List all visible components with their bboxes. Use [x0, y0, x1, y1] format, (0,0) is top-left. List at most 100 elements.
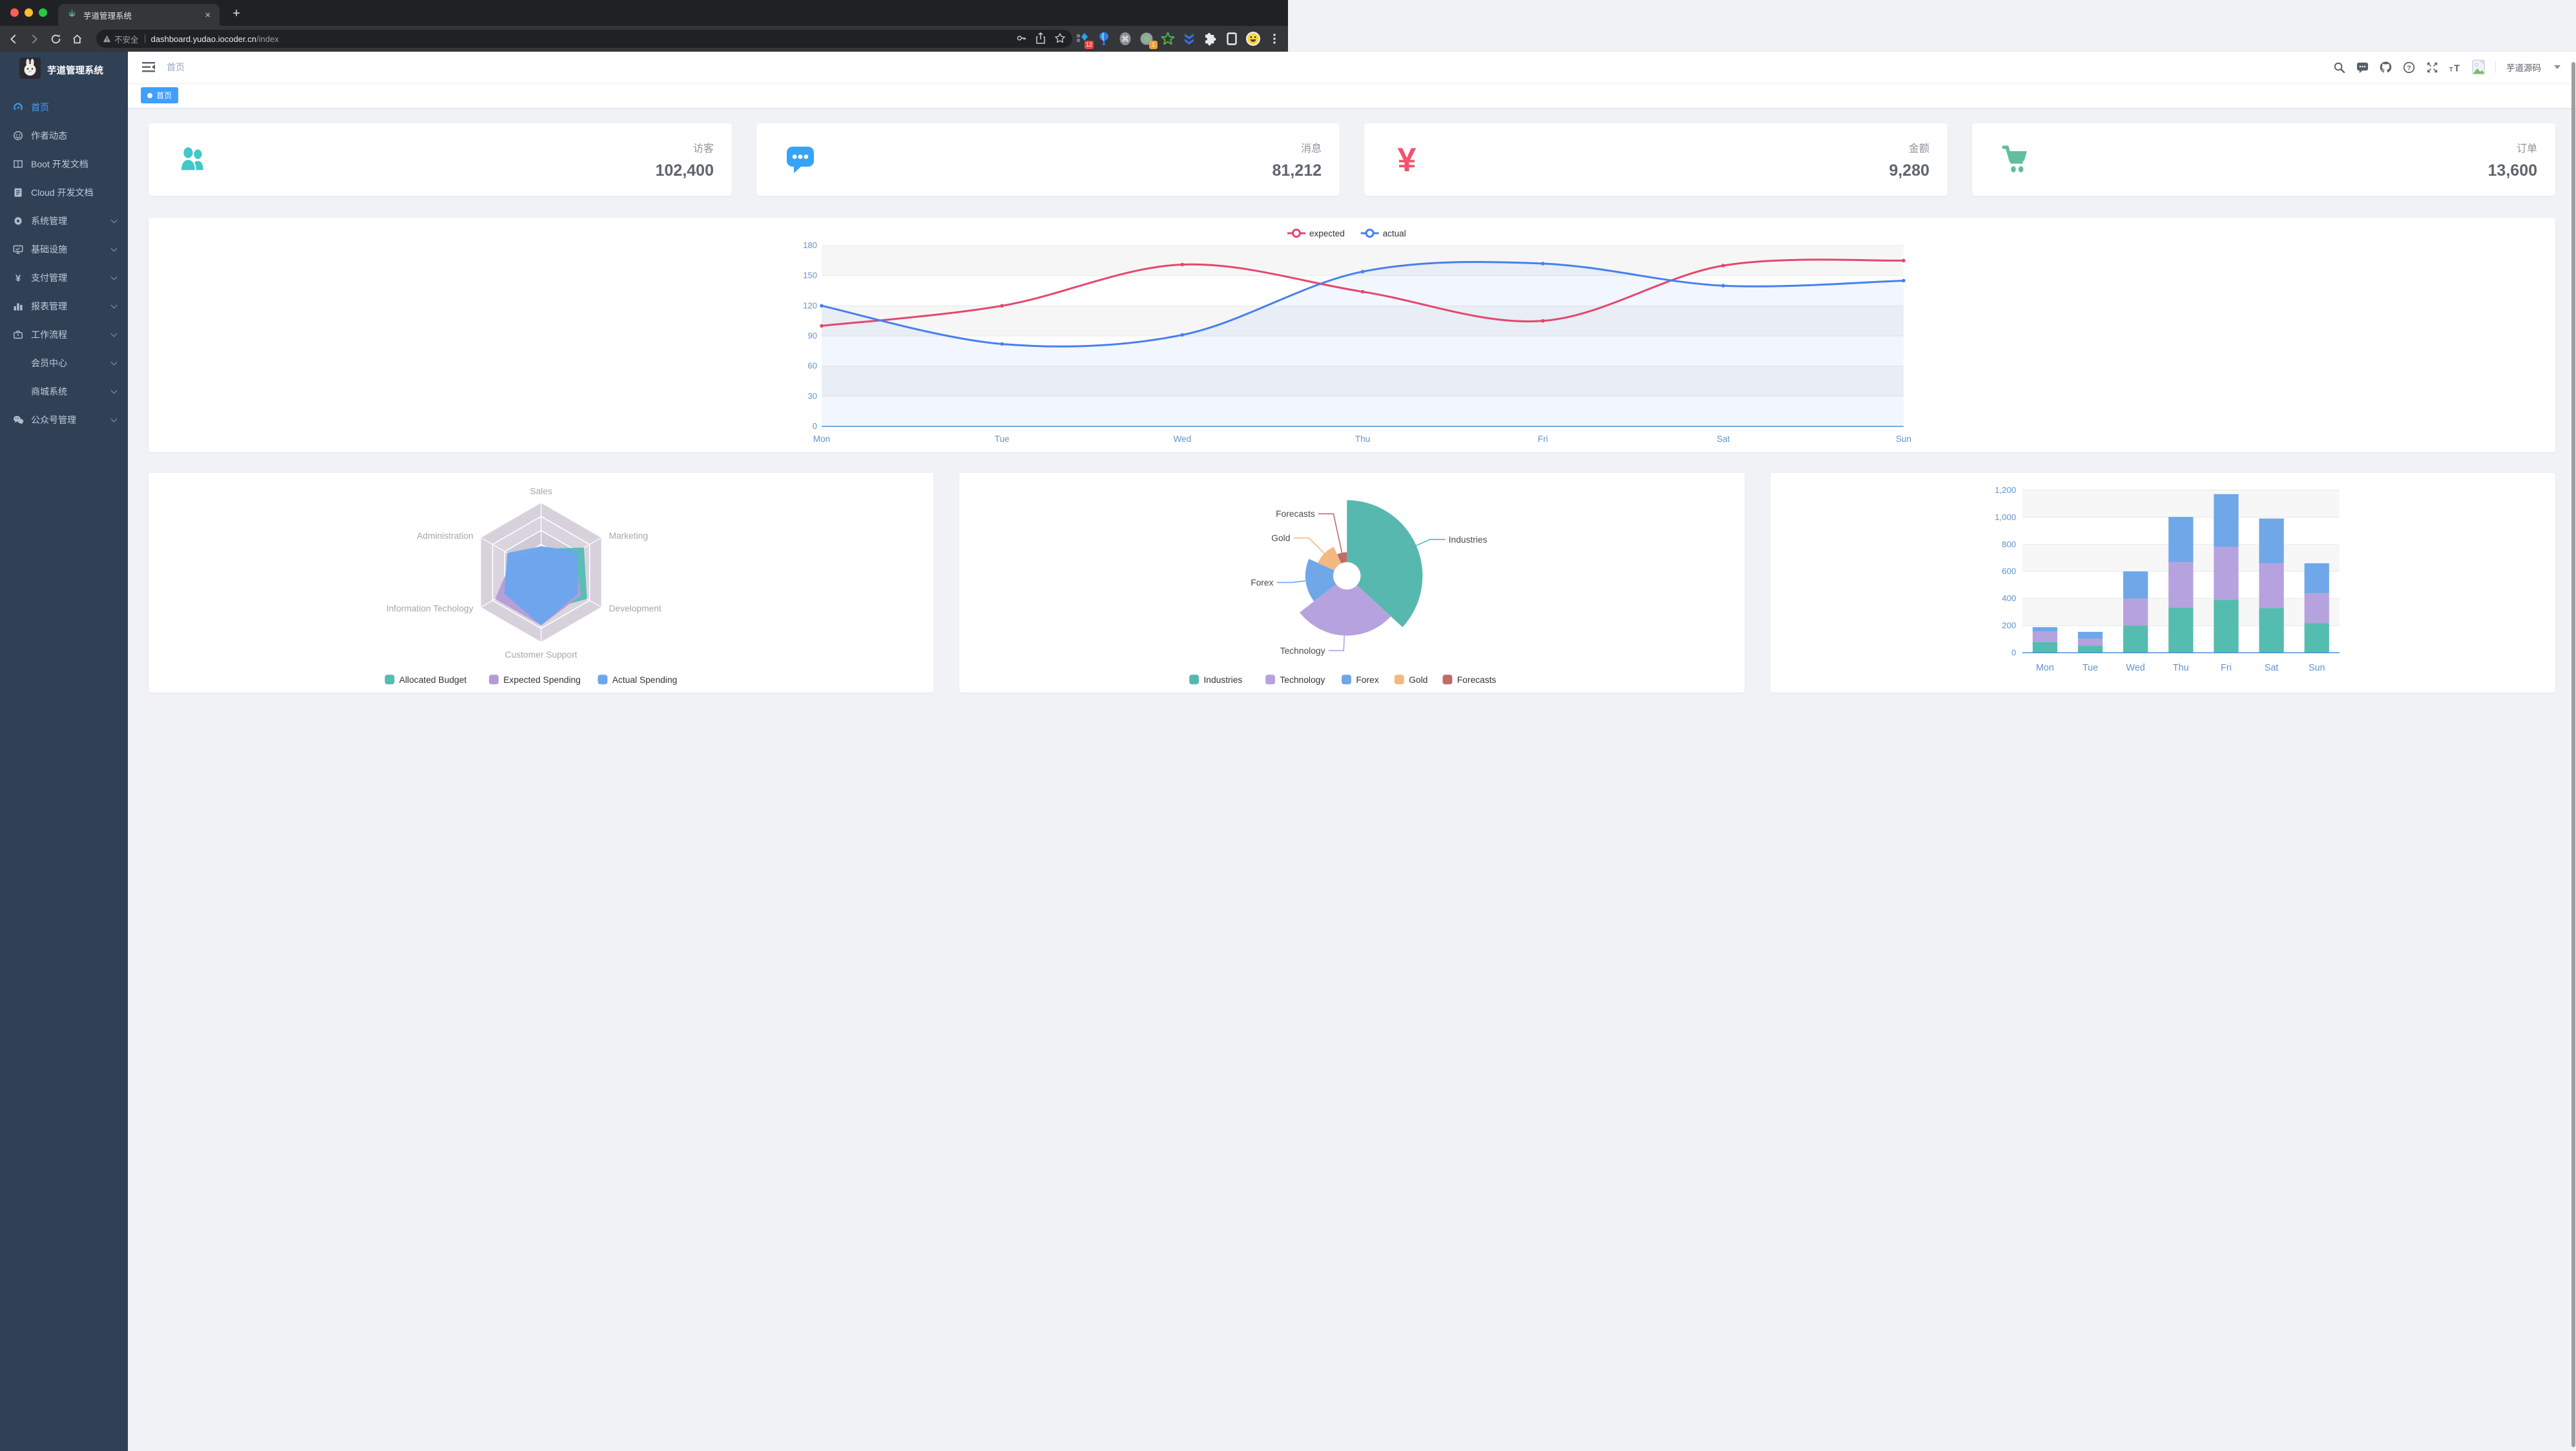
legend-item-Actual Spending[interactable]: Actual Spending — [597, 674, 678, 685]
ext-command-icon[interactable]: ⌘ — [1117, 30, 1134, 47]
sidebar-item-5[interactable]: 基础设施 — [0, 235, 128, 264]
stat-card-messages[interactable]: 消息 81,212 — [756, 123, 1340, 196]
bar-segment-pageC-Sat[interactable] — [2259, 518, 2284, 563]
svg-text:0: 0 — [813, 421, 817, 431]
ext-menu-dots-icon[interactable] — [1266, 30, 1283, 47]
legend-item-Industries[interactable]: Industries — [1189, 674, 1243, 685]
bar-segment-pageB-Mon[interactable] — [2032, 631, 2057, 642]
bar-segment-pageB-Wed[interactable] — [2123, 598, 2148, 626]
legend-item-Forecasts[interactable]: Forecasts — [1442, 674, 1497, 685]
page-scrollbar[interactable] — [2571, 62, 2575, 1447]
user-avatar-broken-image-icon[interactable] — [2472, 59, 2485, 75]
window-zoom-button[interactable] — [39, 8, 47, 17]
github-icon[interactable] — [2379, 61, 2392, 74]
sidebar-item-8[interactable]: 工作流程 — [0, 320, 128, 349]
ext-chevrons-icon[interactable] — [1181, 30, 1198, 47]
bar-segment-pageC-Mon[interactable] — [2032, 627, 2057, 632]
svg-text:T: T — [2454, 63, 2460, 73]
password-key-icon[interactable] — [1015, 32, 1027, 46]
bar-segment-pageA-Sun[interactable] — [2304, 623, 2329, 653]
bar-segment-pageA-Mon[interactable] — [2032, 642, 2057, 653]
reload-button[interactable] — [47, 30, 64, 47]
bar-segment-pageC-Sun[interactable] — [2304, 563, 2329, 594]
sidebar-item-3[interactable]: Cloud 开发文档 — [0, 178, 128, 207]
browser-tab[interactable]: 芋道管理系统 × — [58, 4, 220, 26]
svg-text:Allocated Budget: Allocated Budget — [399, 674, 466, 685]
forward-button[interactable] — [26, 30, 43, 47]
tag-active-dot — [147, 92, 152, 98]
new-tab-button[interactable]: + — [233, 6, 240, 21]
legend-item-Allocated Budget[interactable]: Allocated Budget — [384, 674, 467, 685]
sidebar-toggle-hamburger-icon[interactable] — [142, 62, 155, 72]
legend-item-expected[interactable]: expected — [1287, 229, 1345, 238]
bar-segment-pageA-Fri[interactable] — [2213, 600, 2239, 653]
legend-item-Technology[interactable]: Technology — [1265, 674, 1325, 685]
bar-segment-pageB-Sun[interactable] — [2304, 593, 2329, 623]
bar-segment-pageA-Wed[interactable] — [2123, 625, 2148, 653]
legend-item-Expected Spending[interactable]: Expected Spending — [489, 674, 581, 685]
bar-segment-pageA-Tue[interactable] — [2077, 645, 2103, 653]
bar-segment-pageC-Fri[interactable] — [2213, 494, 2239, 547]
sidebar-item-label: Cloud 开发文档 — [31, 187, 94, 198]
bar-segment-pageB-Thu[interactable] — [2168, 562, 2194, 608]
ext-dot-icon[interactable]: 1 — [1138, 30, 1158, 49]
bar-segment-pageB-Sat[interactable] — [2259, 563, 2284, 609]
legend-item-Gold[interactable]: Gold — [1395, 674, 1428, 685]
sidebar-item-4[interactable]: 系统管理 — [0, 207, 128, 235]
sidebar-item-6[interactable]: ¥ 支付管理 — [0, 264, 128, 292]
pie-slice-Industries[interactable] — [1347, 500, 1423, 627]
home-button[interactable] — [68, 30, 85, 47]
stat-card-visitors[interactable]: 访客 102,400 — [149, 123, 732, 196]
bar-segment-pageC-Tue[interactable] — [2077, 632, 2103, 639]
svg-text:Technology: Technology — [1280, 645, 1325, 656]
breadcrumb[interactable]: 首页 — [167, 62, 185, 72]
pie-slice-Forex[interactable] — [1305, 559, 1347, 601]
stat-card-amount[interactable]: ¥ 金额 9,280 — [1364, 123, 1948, 196]
bar-segment-pageA-Thu[interactable] — [2168, 607, 2194, 653]
sidebar-logo[interactable]: 芋道管理系统 — [0, 52, 128, 88]
sidebar-item-7[interactable]: 报表管理 — [0, 292, 128, 320]
sidebar-item-10[interactable]: 商城系统 — [0, 377, 128, 406]
legend-item-actual[interactable]: actual — [1360, 229, 1406, 238]
message-icon[interactable] — [2356, 61, 2369, 74]
user-caret-down-icon[interactable] — [2554, 65, 2560, 69]
bar-segment-pageB-Fri[interactable] — [2213, 547, 2239, 600]
share-icon[interactable] — [1035, 32, 1046, 46]
sidebar-item-2[interactable]: Boot 开发文档 — [0, 150, 128, 178]
bar-segment-pageC-Wed[interactable] — [2123, 571, 2148, 599]
back-button[interactable] — [5, 30, 21, 47]
fullscreen-icon[interactable] — [2425, 61, 2438, 74]
monitor-icon — [13, 244, 23, 255]
pie-slice-Technology[interactable] — [1300, 576, 1391, 636]
ext-balloon-icon[interactable] — [1096, 30, 1112, 47]
bar-segment-pageC-Thu[interactable] — [2168, 517, 2194, 563]
window-minimize-button[interactable] — [25, 8, 33, 17]
sidebar-item-0[interactable]: 首页 — [0, 93, 128, 121]
legend-item-Forex[interactable]: Forex — [1342, 674, 1379, 685]
ext-rect-icon[interactable] — [1223, 30, 1240, 47]
yen-icon: ¥ — [13, 273, 23, 284]
sidebar-item-11[interactable]: 公众号管理 — [0, 406, 128, 434]
ext-smiley-icon[interactable] — [1245, 30, 1262, 47]
ext-puzzle-icon[interactable] — [1202, 30, 1219, 47]
help-question-icon[interactable]: ? — [2402, 61, 2415, 74]
bar-segment-pageA-Sat[interactable] — [2259, 608, 2284, 653]
search-icon[interactable] — [2332, 61, 2345, 74]
stat-card-orders[interactable]: 订单 13,600 — [1972, 123, 2555, 196]
tag-home[interactable]: 首页 — [141, 87, 179, 103]
security-indicator[interactable]: 不安全 — [103, 33, 139, 45]
sidebar-item-1[interactable]: 作者动态 — [0, 121, 128, 150]
ext-diamond-icon[interactable]: 12 — [1074, 30, 1094, 49]
ext-star-icon[interactable] — [1159, 30, 1176, 47]
svg-text:Mon: Mon — [2036, 663, 2054, 673]
sidebar-item-label: 支付管理 — [31, 273, 67, 283]
bar-segment-pageB-Tue[interactable] — [2077, 638, 2103, 646]
bookmark-star-icon[interactable] — [1054, 32, 1066, 46]
sidebar-item-9[interactable]: 会员中心 — [0, 349, 128, 377]
url-bar[interactable]: 不安全 dashboard.yudao.iocoder.cn/index — [96, 30, 1072, 48]
username[interactable]: 芋道源码 — [2506, 63, 2541, 73]
chevron-down-icon — [110, 216, 118, 224]
tab-close-icon[interactable]: × — [205, 9, 211, 21]
window-close-button[interactable] — [10, 8, 19, 17]
